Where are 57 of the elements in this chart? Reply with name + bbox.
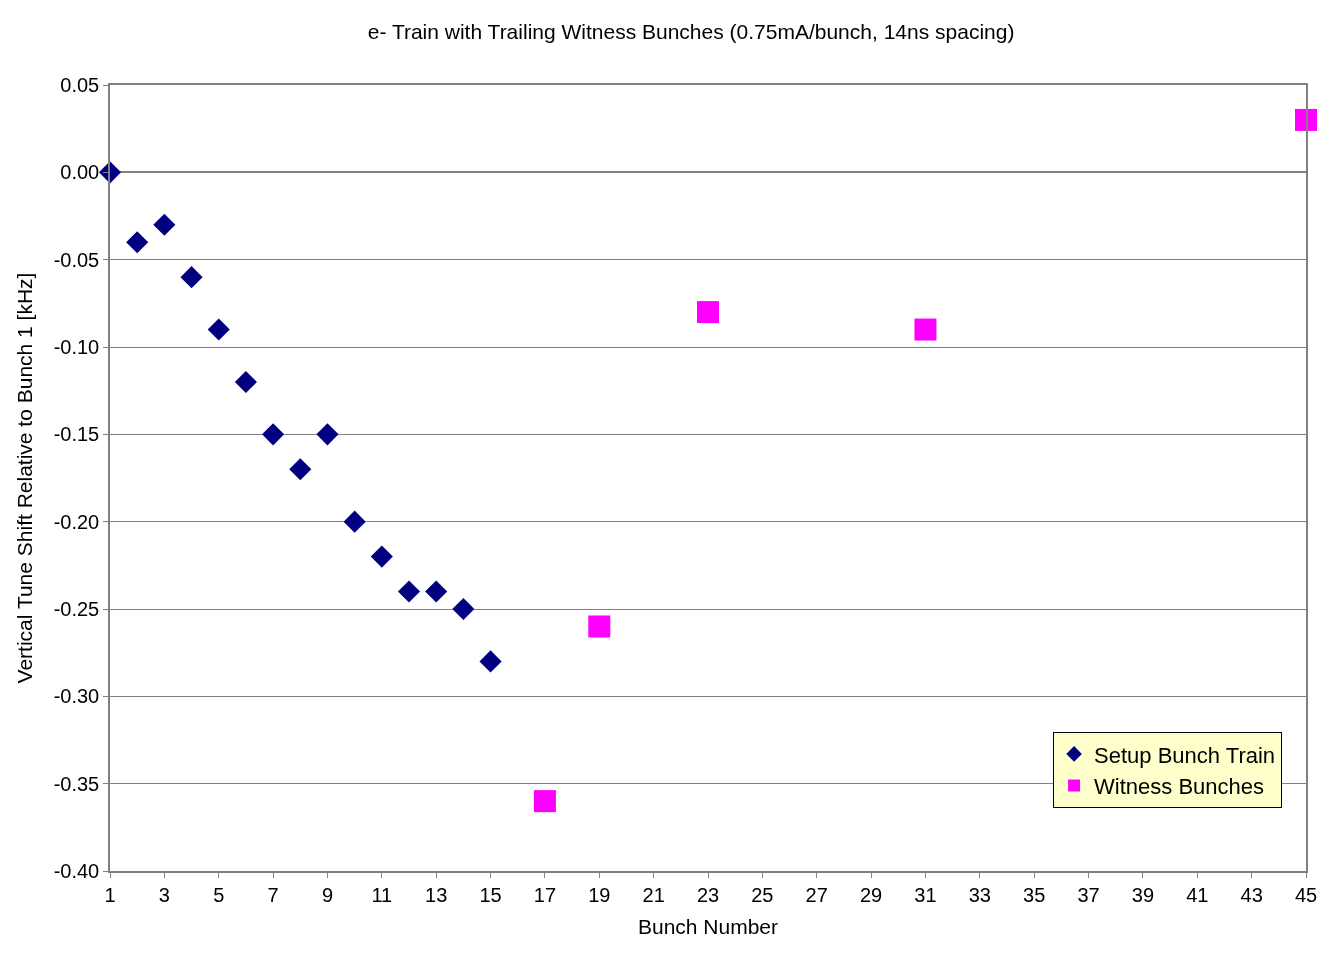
x-tick-label: 5 (213, 883, 225, 906)
y-tick-label: -0.40 (53, 860, 100, 882)
point (126, 231, 149, 254)
y-tick-label: -0.20 (53, 510, 100, 533)
point (425, 580, 448, 603)
x-tick-label: 41 (1186, 883, 1209, 906)
point (180, 266, 203, 289)
point (207, 318, 230, 341)
x-tick-label: 45 (1294, 883, 1318, 906)
x-tick-label: 13 (425, 883, 448, 906)
x-tick-label: 29 (859, 883, 883, 906)
point (343, 510, 366, 533)
x-tick-label: 11 (371, 883, 393, 906)
x-tick-label: 1 (104, 883, 116, 906)
point (533, 790, 556, 813)
y-tick-label: -0.35 (53, 772, 100, 795)
y-tick-label: 0.00 (60, 161, 100, 184)
x-tick-label: 33 (968, 883, 991, 906)
x-tick-label: 35 (1023, 883, 1046, 906)
y-tick-label: -0.15 (53, 423, 100, 446)
point (1295, 108, 1317, 131)
legend-label: Witness Bunches (1094, 774, 1265, 800)
x-tick-label: 9 (321, 883, 334, 906)
y-tick-label: -0.30 (53, 685, 100, 708)
point (697, 301, 719, 324)
point (479, 650, 502, 673)
x-tick-label: 17 (533, 883, 557, 906)
y-tick-label: 0.05 (60, 74, 100, 96)
point (289, 458, 312, 481)
y-tick-label: -0.25 (53, 598, 100, 620)
x-tick-label: 7 (267, 883, 279, 906)
point (262, 423, 285, 446)
x-tick-label: 25 (751, 883, 774, 906)
point (370, 545, 393, 568)
y-tick-label: -0.10 (53, 336, 100, 358)
x-tick-label: 27 (805, 883, 828, 906)
y-axis-title: Vertical Tune Shift Relative to Bunch 1 [kHz] (13, 272, 37, 684)
point (397, 580, 421, 603)
chart-title: e- Train with Trailing Witness Bunches (0.75mA/bunch, 14ns spacing) (367, 19, 1015, 43)
x-tick-label: 31 (914, 883, 937, 906)
point (588, 615, 611, 638)
point (234, 370, 257, 393)
x-tick-label: 39 (1131, 883, 1155, 906)
point (316, 423, 339, 446)
point (914, 318, 937, 341)
x-tick-label: 23 (696, 883, 720, 906)
x-tick-label: 3 (158, 883, 170, 906)
point (153, 213, 176, 236)
x-tick-label: 43 (1240, 883, 1263, 906)
x-tick-label: 15 (479, 883, 502, 906)
y-tick-label: -0.05 (53, 248, 100, 271)
legend-label: Setup Bunch Train (1094, 742, 1276, 768)
x-tick-label: 21 (642, 883, 665, 906)
x-tick-label: 19 (588, 883, 611, 906)
x-tick-label: 37 (1077, 883, 1100, 906)
x-axis-title: Bunch Number (637, 915, 779, 939)
point (452, 597, 475, 621)
